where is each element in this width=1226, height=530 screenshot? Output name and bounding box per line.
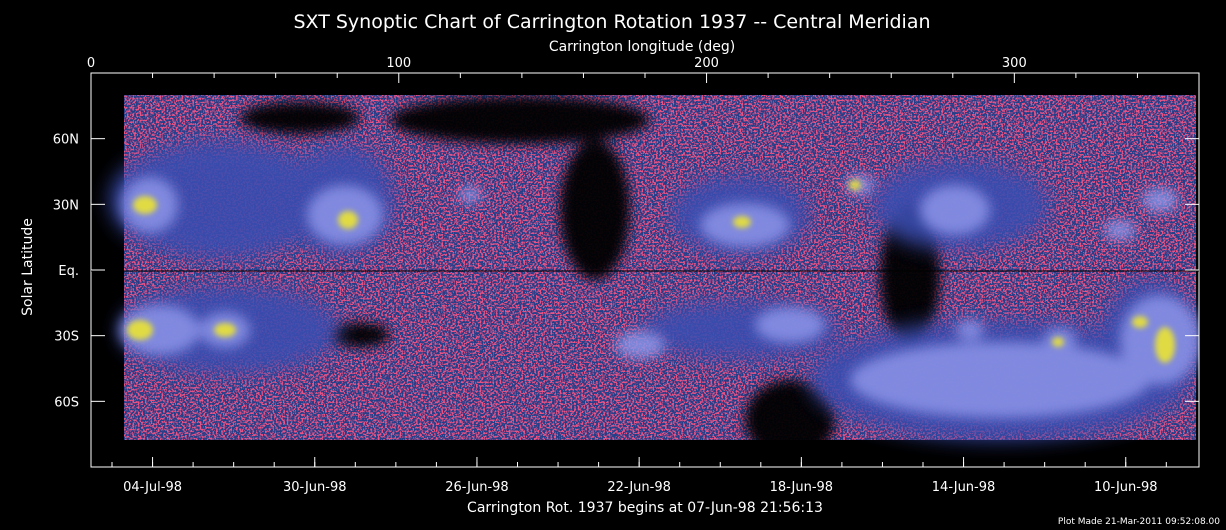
y-axis-ticks: 60N 30N Eq. 30S 60S <box>53 133 1199 410</box>
bottom-tick-label: 26-Jun-98 <box>445 480 509 495</box>
top-tick-label: 0 <box>87 56 95 71</box>
bottom-tick-label: 30-Jun-98 <box>283 480 347 495</box>
y-tick-label: 60S <box>54 395 79 410</box>
bottom-tick-label: 22-Jun-98 <box>607 480 671 495</box>
top-tick-label: 100 <box>386 56 411 71</box>
top-tick-label: 300 <box>1002 56 1027 71</box>
plot-made-stamp: Plot Made 21-Mar-2011 09:52:08.00 <box>1058 517 1220 527</box>
y-tick-label: 30N <box>53 198 79 213</box>
bottom-tick-label: 10-Jun-98 <box>1094 480 1158 495</box>
synoptic-image <box>110 95 1199 460</box>
y-tick-label: 30S <box>54 330 79 345</box>
bottom-axis-ticks: 04-Jul-98 30-Jun-98 26-Jun-98 22-Jun-98 18-J… <box>111 457 1167 495</box>
top-axis-ticks: 0 100 200 300 <box>87 56 1200 83</box>
bottom-tick-label: 04-Jul-98 <box>123 480 182 495</box>
y-axis-label: Solar Latitude <box>20 218 36 316</box>
chart-title: SXT Synoptic Chart of Carrington Rotatio… <box>293 11 930 33</box>
y-tick-label: 60N <box>53 133 79 148</box>
top-axis-label: Carrington longitude (deg) <box>549 39 735 55</box>
bottom-tick-label: 18-Jun-98 <box>770 480 834 495</box>
bottom-tick-label: 14-Jun-98 <box>932 480 996 495</box>
top-tick-label: 200 <box>694 56 719 71</box>
y-tick-label: Eq. <box>58 264 79 279</box>
bottom-axis-label: Carrington Rot. 1937 begins at 07-Jun-98… <box>467 500 823 516</box>
